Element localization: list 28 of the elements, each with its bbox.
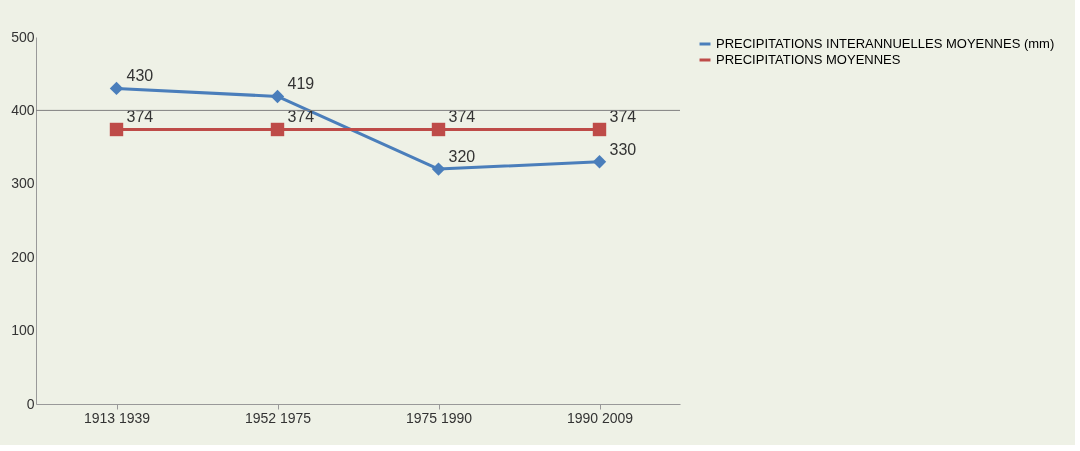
y-tick-label: 0 [26,395,35,412]
legend-label: PRECIPITATIONS INTERANNUELLES MOYENNES (mm) [716,36,1055,51]
x-tick-label: 1913 1939 [83,409,151,426]
point [109,81,124,96]
x-tick-label: 1990 2009 [566,409,634,426]
legend-label: PRECIPITATIONS MOYENNES [716,52,901,67]
point [109,122,124,137]
data-label: 374 [448,108,476,126]
data-label: 419 [287,75,315,93]
data-label: 430 [126,67,154,85]
x-tick-label: 1952 1975 [244,409,312,426]
data-label: 374 [126,108,154,126]
data-label: 320 [448,148,476,166]
y-tick-label: 500 [11,28,35,45]
point [270,122,285,137]
point [270,89,285,104]
point [592,122,607,137]
data-label: 374 [287,108,315,126]
y-tick-label: 400 [11,101,35,118]
y-tick-label: 300 [11,175,35,192]
y-tick-label: 100 [11,322,35,339]
data-label: 330 [609,140,637,158]
point [431,122,446,137]
x-tick-label: 1975 1990 [405,409,473,426]
point [592,155,607,169]
data-label: 374 [609,108,637,126]
y-tick-label: 200 [11,248,35,265]
point [431,162,446,176]
